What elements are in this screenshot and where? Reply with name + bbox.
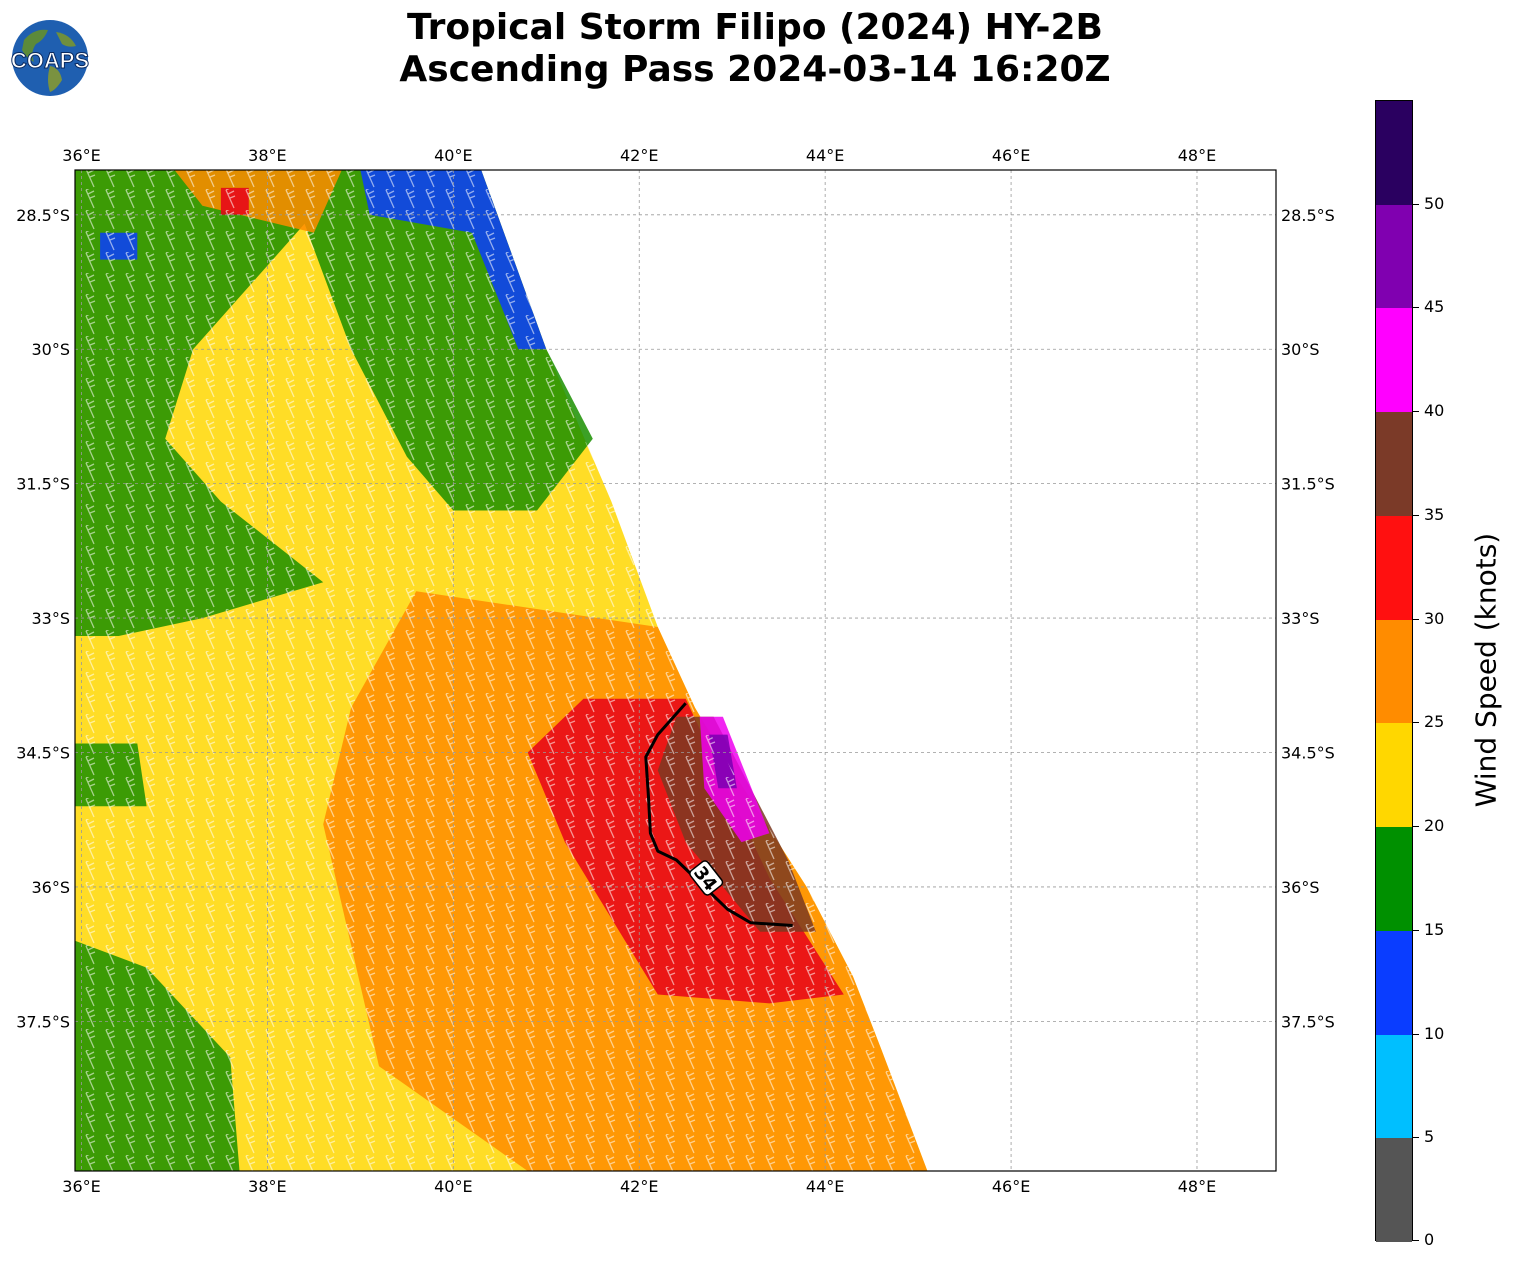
lon-tick-label-bottom: 40°E [434,1177,472,1196]
lon-tick-label-top: 42°E [620,146,658,165]
colorbar-tick-label: 5 [1424,1127,1435,1147]
map-axis-labels: 36°E 36°E 38°E 38°E 40°E 40°E 42°E 42°E 44°E 44°E… [16,146,1335,1196]
title-line-1: Tropical Storm Filipo (2024) HY-2B [407,7,1103,48]
colorbar-tick [1413,1240,1419,1241]
colorbar-tick-label: 20 [1424,816,1445,836]
lat-tick-label-left: 34.5°S [16,743,70,762]
colorbar-bin [1376,1034,1412,1139]
colorbar-tick [1413,1137,1419,1139]
colorbar-tick-label: 15 [1424,919,1445,939]
lon-tick-label-bottom: 44°E [806,1177,844,1196]
logo-text: COAPS [11,48,89,73]
contour-line [644,702,793,927]
lat-tick-label-right: 28.5°S [1281,206,1335,225]
colorbar-bin [1376,308,1412,413]
colorbar-bin [1376,1138,1412,1242]
lat-tick-label-left: 36°S [31,878,70,897]
lat-tick-label-left: 33°S [31,609,70,628]
lat-tick-label-left: 31.5°S [16,475,70,494]
colorbar-title: Wind Speed (knots) [1469,532,1503,808]
lon-tick-label-top: 38°E [248,146,286,165]
colorbar-tick [1413,618,1419,620]
colorbar-tick-label: 40 [1424,401,1445,421]
lat-tick-label-right: 30°S [1281,340,1320,359]
lat-tick-label-right: 31.5°S [1281,475,1335,494]
colorbar-tick [1413,1033,1419,1035]
lat-tick-label-right: 34.5°S [1281,743,1335,762]
lon-tick-label-top: 48°E [1178,146,1216,165]
coaps-logo: COAPS [10,18,90,98]
colorbar-tick-label: 35 [1424,504,1445,524]
lon-tick-label-top: 36°E [62,146,100,165]
colorbar-tick-label: 45 [1424,297,1445,317]
lat-tick-label-right: 33°S [1281,609,1320,628]
lon-tick-label-bottom: 36°E [62,1177,100,1196]
lat-tick-label-left: 37.5°S [16,1012,70,1031]
lat-tick-label-right: 36°S [1281,878,1320,897]
wind-field [75,170,928,1171]
colorbar-tick [1413,411,1419,413]
colorbar-tick [1413,722,1419,724]
colorbar-bin [1376,723,1412,828]
lat-tick-label-left: 30°S [31,340,70,359]
colorbar-tick [1413,203,1419,205]
colorbar-tick-label: 10 [1424,1023,1445,1043]
colorbar-tick [1413,307,1419,309]
title-line-2: Ascending Pass 2024-03-14 16:20Z [399,49,1111,90]
colorbar-bin [1376,204,1412,309]
colorbar-bin [1376,101,1412,205]
wind-barb-map: 34 36°E36°E38°E38°E40°E40°E42°E42°E44°E4… [16,146,1335,1196]
lon-tick-label-bottom: 48°E [1178,1177,1216,1196]
lon-tick-label-bottom: 42°E [620,1177,658,1196]
colorbar-tick-label: 0 [1424,1230,1435,1249]
lat-tick-label-left: 28.5°S [16,206,70,225]
colorbar-tick [1413,929,1419,931]
wind-speed-colorbar [1375,100,1413,1242]
lon-tick-label-top: 44°E [806,146,844,165]
lon-tick-label-bottom: 46°E [992,1177,1030,1196]
lon-tick-label-bottom: 38°E [248,1177,286,1196]
map-frame [74,169,1277,1172]
wind-barb-texture [75,170,928,1171]
lon-tick-label-top: 40°E [434,146,472,165]
colorbar-bin [1376,930,1412,1035]
colorbar-bin [1376,827,1412,931]
lon-tick-label-top: 46°E [992,146,1030,165]
colorbar-bin [1376,619,1412,724]
colorbar-tick-label: 25 [1424,712,1445,732]
lat-tick-label-right: 37.5°S [1281,1012,1335,1031]
colorbar-tick [1413,514,1419,516]
colorbar-bin [1376,412,1412,516]
colorbar-tick [1413,826,1419,828]
colorbar-bin [1376,515,1412,620]
colorbar-tick-label: 30 [1424,608,1445,628]
colorbar-tick-label: 50 [1424,193,1445,213]
map-grid [75,170,1276,1171]
